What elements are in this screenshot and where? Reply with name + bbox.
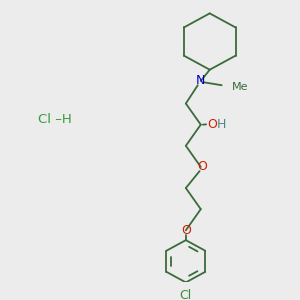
Text: O: O	[181, 224, 191, 237]
Text: N: N	[196, 74, 206, 88]
Text: Cl: Cl	[180, 289, 192, 300]
Text: Me: Me	[232, 82, 249, 92]
Text: Cl –H: Cl –H	[38, 112, 71, 125]
Text: O: O	[197, 160, 207, 173]
Text: O: O	[207, 118, 217, 130]
Text: H: H	[217, 118, 226, 130]
